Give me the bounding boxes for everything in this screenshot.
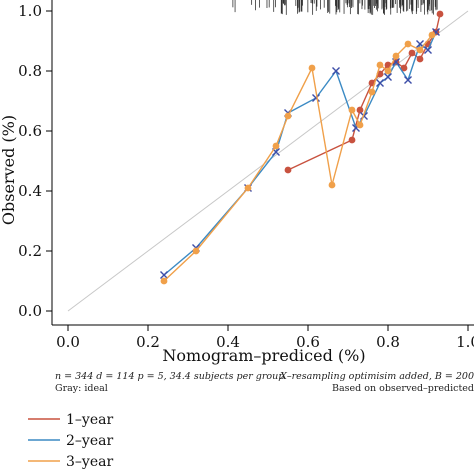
y-tick-label: 0.6 <box>18 122 42 140</box>
series-3-point <box>416 46 424 54</box>
footnote-right-1: X–resampling optimisim added, B = 200 <box>279 371 474 382</box>
x-axis-title: Nomogram–prediced (%) <box>162 346 365 365</box>
ideal-line <box>67 10 469 312</box>
x-tick-label: 0.4 <box>216 333 240 351</box>
series-2-point <box>404 76 412 84</box>
series-1-point <box>348 136 356 144</box>
legend-label-1: 1–year <box>66 412 113 428</box>
series-3-point <box>368 88 376 96</box>
series-1-point <box>356 106 364 114</box>
legend: 1–year 2–year 3–year <box>28 412 113 470</box>
series-3-point <box>284 112 292 120</box>
series-line-2 <box>163 31 437 276</box>
series-3-point <box>404 40 412 48</box>
legend-label-3: 3–year <box>66 454 113 470</box>
series-layer <box>160 10 444 285</box>
y-tick-label: 1.0 <box>18 2 42 20</box>
series-3-point <box>356 121 364 129</box>
rug-marks <box>232 0 438 15</box>
series-3-point <box>244 184 252 192</box>
y-tick-label: 0.8 <box>18 62 42 80</box>
legend-label-2: 2–year <box>66 433 113 449</box>
y-tick-label: 0.4 <box>18 182 42 200</box>
y-tick-label: 0.2 <box>18 242 42 260</box>
footnote-left-1: n = 344 d = 114 p = 5, 34.4 subjects per… <box>55 371 284 382</box>
series-3-point <box>160 277 168 285</box>
y-tick-label: 0.0 <box>18 302 42 320</box>
series-line-1 <box>287 13 441 171</box>
footnote-right-2: Based on observed–predicted <box>332 383 474 394</box>
footnote-left-2: Gray: ideal <box>55 383 108 394</box>
x-tick-label: 0.0 <box>56 333 80 351</box>
series-2-point <box>384 73 392 81</box>
series-3-point <box>328 181 336 189</box>
series-2-point <box>424 46 432 54</box>
series-3-point <box>384 67 392 75</box>
series-1-point <box>436 10 444 18</box>
series-2-point <box>160 271 168 279</box>
series-3-point <box>272 142 280 150</box>
series-line-3 <box>163 34 433 282</box>
series-1-point <box>408 49 416 57</box>
y-ticks: 0.0 0.2 0.4 0.6 0.8 1.0 <box>18 2 52 320</box>
series-3-point <box>392 52 400 60</box>
series-3-point <box>192 247 200 255</box>
series-1-point <box>416 55 424 63</box>
x-tick-label: 0.8 <box>376 333 400 351</box>
series-3-point <box>428 31 436 39</box>
series-2-point <box>312 94 320 102</box>
series-3-point <box>348 106 356 114</box>
series-2-point <box>332 67 340 75</box>
series-1-point <box>284 166 292 174</box>
series-3-point <box>308 64 316 72</box>
x-tick-label: 0.2 <box>136 333 160 351</box>
x-tick-label: 0.6 <box>296 333 320 351</box>
series-1-point <box>400 64 408 72</box>
x-tick-label: 1.0 <box>456 333 474 351</box>
series-3-point <box>376 61 384 69</box>
series-2-point <box>376 79 384 87</box>
x-ticks: 0.0 0.2 0.4 0.6 0.8 1.0 <box>56 325 474 351</box>
y-axis-title: Observed (%) <box>0 115 18 225</box>
